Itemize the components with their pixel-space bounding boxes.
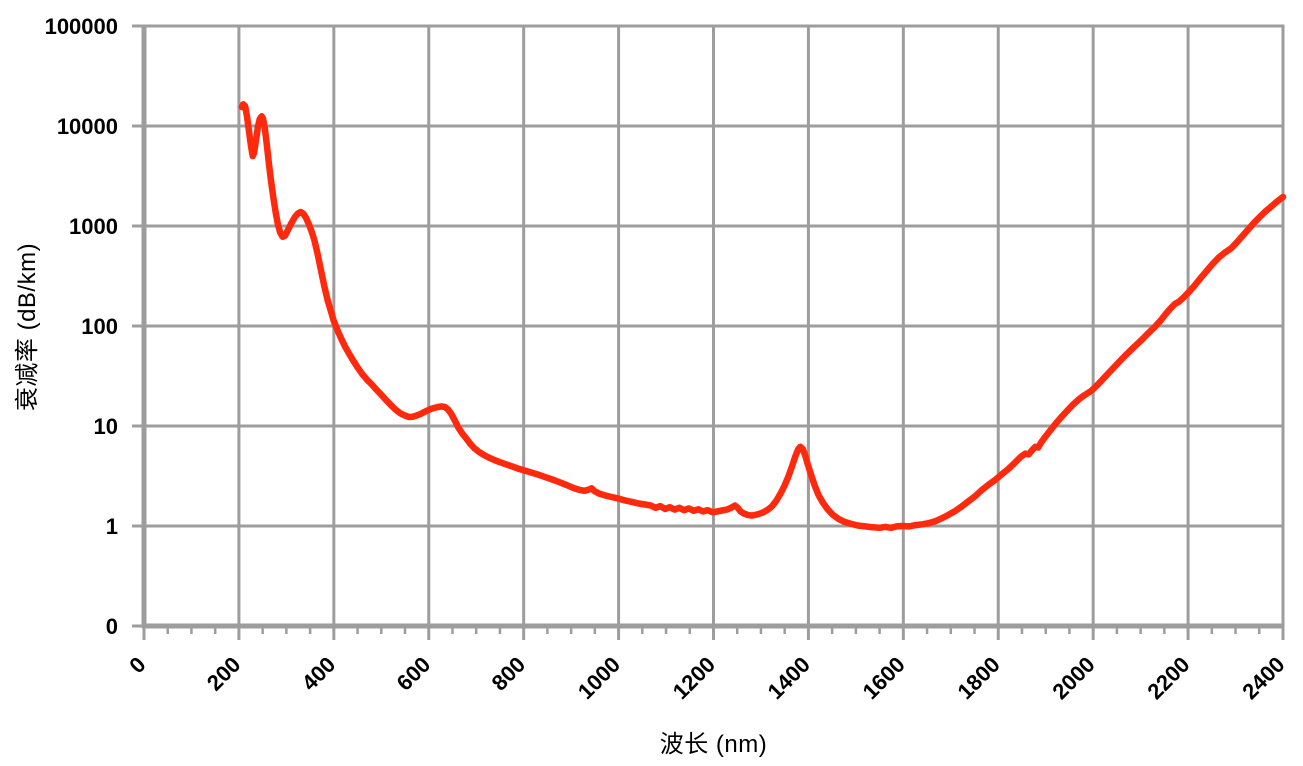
y-tick-label-10000: 10000: [57, 114, 118, 139]
x-tick-label-1200: 1200: [668, 652, 720, 704]
x-tick-label-1800: 1800: [952, 652, 1004, 704]
x-tick-label-1600: 1600: [858, 652, 910, 704]
y-tick-label-10: 10: [94, 414, 118, 439]
y-axis-title: 衰减率 (dB/km): [14, 242, 41, 412]
x-tick-label-800: 800: [487, 652, 531, 696]
x-tick-label-2000: 2000: [1047, 652, 1099, 704]
x-tick-label-400: 400: [297, 652, 341, 696]
y-tick-label-1000: 1000: [69, 214, 118, 239]
x-axis-title: 波长 (nm): [659, 731, 768, 758]
y-tick-label-0: 0: [106, 614, 118, 639]
y-tick-label-1: 1: [106, 514, 118, 539]
series-fiber-attenuation-spectrum: [238, 101, 1287, 532]
x-tick-label-2400: 2400: [1237, 652, 1289, 704]
x-tick-label-1400: 1400: [763, 652, 815, 704]
x-tick-label-0: 0: [124, 652, 150, 678]
x-tick-label-600: 600: [392, 652, 436, 696]
x-tick-label-200: 200: [202, 652, 246, 696]
y-tick-label-100: 100: [81, 314, 118, 339]
y-tick-label-100000: 100000: [45, 14, 118, 39]
x-tick-label-2200: 2200: [1142, 652, 1194, 704]
x-tick-label-1000: 1000: [573, 652, 625, 704]
